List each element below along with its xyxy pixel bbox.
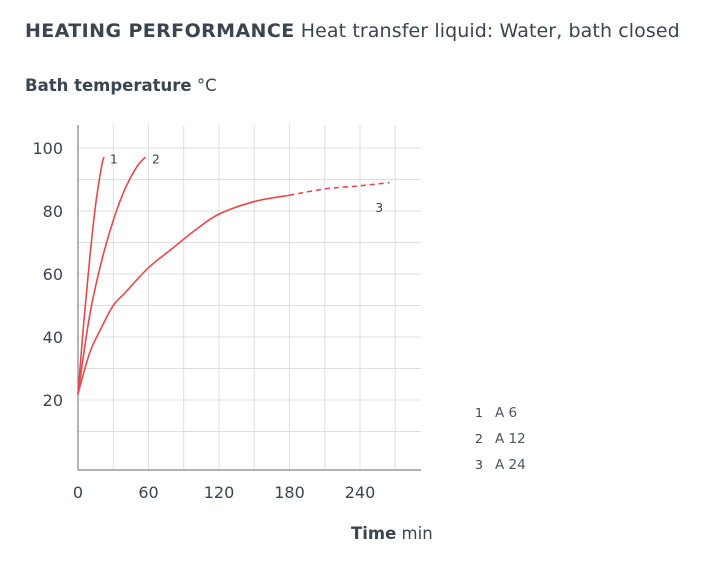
legend-entry-3-label: A 24	[495, 457, 526, 473]
legend-entry-1-label: A 6	[495, 405, 517, 421]
legend-entry-2-label: A 12	[495, 431, 526, 447]
y-tick-label: 40	[43, 328, 63, 347]
y-tick-label: 80	[43, 202, 63, 221]
x-axis-label-text: Time	[351, 524, 397, 543]
x-axis-unit: min	[401, 524, 433, 543]
chart-title: HEATING PERFORMANCE Heat transfer liquid…	[25, 20, 680, 42]
chart-subtitle: Heat transfer liquid: Water, bath closed	[300, 20, 680, 42]
y-tick-label: 20	[43, 391, 63, 410]
x-axis-label: Time min	[351, 524, 433, 543]
x-tick-label: 120	[204, 483, 235, 502]
x-tick-label: 0	[73, 483, 83, 502]
x-tick-label: 240	[345, 483, 376, 502]
y-axis-label: Bath temperature °C	[25, 76, 217, 95]
y-tick-label: 100	[32, 139, 63, 158]
series-3-marker: 3	[375, 200, 383, 215]
x-tick-label: 60	[138, 483, 158, 502]
legend-entry-2-number: 2	[475, 431, 483, 446]
series-2-line	[77, 156, 146, 395]
series-3-line	[77, 194, 291, 395]
y-axis-unit: °C	[196, 76, 217, 95]
series-1-marker: 1	[110, 151, 118, 166]
x-tick-label: 180	[274, 483, 305, 502]
series-1-line	[77, 156, 105, 395]
series-2-marker: 2	[152, 151, 160, 166]
y-axis-label-text: Bath temperature	[25, 76, 192, 95]
y-tick-label: 60	[43, 265, 63, 284]
legend-entry-1-number: 1	[475, 405, 483, 420]
legend-entry-3-number: 3	[475, 457, 483, 472]
series-3-extrapolated-line	[289, 181, 390, 197]
chart-title-main: HEATING PERFORMANCE	[25, 20, 295, 42]
